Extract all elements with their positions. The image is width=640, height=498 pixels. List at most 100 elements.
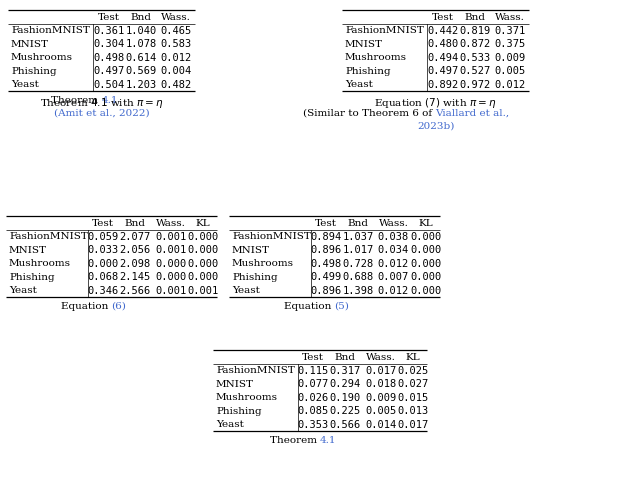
Text: (Amit et al., 2022): (Amit et al., 2022) — [54, 109, 149, 118]
Text: KL: KL — [406, 353, 420, 362]
Text: Phishing: Phishing — [232, 273, 278, 282]
Text: 0.038: 0.038 — [378, 232, 409, 242]
Text: MNIST: MNIST — [345, 40, 383, 49]
Text: 1.203: 1.203 — [125, 80, 157, 90]
Text: 0.896: 0.896 — [310, 246, 342, 255]
Text: Phishing: Phishing — [216, 407, 262, 416]
Text: 0.009: 0.009 — [494, 53, 525, 63]
Text: 0.000: 0.000 — [188, 246, 219, 255]
Text: 0.115: 0.115 — [298, 366, 328, 376]
Text: Test: Test — [302, 353, 324, 362]
Text: 0.000: 0.000 — [188, 259, 219, 269]
Text: 0.077: 0.077 — [298, 379, 328, 389]
Text: 0.819: 0.819 — [460, 26, 491, 36]
Text: 1.040: 1.040 — [125, 26, 157, 36]
Text: 0.001: 0.001 — [188, 286, 219, 296]
Text: 0.014: 0.014 — [365, 420, 396, 430]
Text: 2.056: 2.056 — [120, 246, 150, 255]
Text: 2.145: 2.145 — [120, 272, 150, 282]
Text: Yeast: Yeast — [232, 286, 260, 295]
Text: 0.018: 0.018 — [365, 379, 396, 389]
Text: 0.375: 0.375 — [494, 39, 525, 49]
Text: 0.000: 0.000 — [188, 272, 219, 282]
Text: 0.001: 0.001 — [155, 286, 186, 296]
Text: 0.000: 0.000 — [410, 286, 442, 296]
Text: Mushrooms: Mushrooms — [345, 53, 407, 62]
Text: Equation: Equation — [284, 302, 335, 311]
Text: 0.361: 0.361 — [93, 26, 125, 36]
Text: 0.872: 0.872 — [460, 39, 491, 49]
Text: Bnd: Bnd — [125, 219, 145, 228]
Text: (Similar to Theorem 6 of: (Similar to Theorem 6 of — [303, 109, 435, 118]
Text: FashionMNIST: FashionMNIST — [345, 26, 424, 35]
Text: 0.068: 0.068 — [88, 272, 118, 282]
Text: 0.000: 0.000 — [155, 272, 186, 282]
Text: 2.566: 2.566 — [120, 286, 150, 296]
Text: MNIST: MNIST — [11, 40, 49, 49]
Text: 1.037: 1.037 — [342, 232, 374, 242]
Text: 0.497: 0.497 — [428, 66, 459, 76]
Text: 1.398: 1.398 — [342, 286, 374, 296]
Text: Bnd: Bnd — [335, 353, 355, 362]
Text: 0.004: 0.004 — [161, 66, 191, 76]
Text: 0.304: 0.304 — [93, 39, 125, 49]
Text: 0.026: 0.026 — [298, 393, 328, 403]
Text: 2.077: 2.077 — [120, 232, 150, 242]
Text: 0.012: 0.012 — [161, 53, 191, 63]
Text: (6): (6) — [111, 302, 126, 311]
Text: 0.059: 0.059 — [88, 232, 118, 242]
Text: 0.972: 0.972 — [460, 80, 491, 90]
Text: Mushrooms: Mushrooms — [216, 393, 278, 402]
Text: 0.000: 0.000 — [88, 259, 118, 269]
Text: 0.012: 0.012 — [378, 286, 409, 296]
Text: FashionMNIST: FashionMNIST — [216, 367, 295, 375]
Text: 0.480: 0.480 — [428, 39, 459, 49]
Text: Equation: Equation — [61, 302, 111, 311]
Text: 0.017: 0.017 — [365, 366, 396, 376]
Text: Wass.: Wass. — [495, 13, 525, 22]
Text: 0.728: 0.728 — [342, 259, 374, 269]
Text: 2.098: 2.098 — [120, 259, 150, 269]
Text: Wass.: Wass. — [161, 13, 191, 22]
Text: FashionMNIST: FashionMNIST — [9, 233, 88, 242]
Text: 4.1: 4.1 — [320, 436, 337, 445]
Text: Equation $(7)$ with $\pi = \eta$: Equation $(7)$ with $\pi = \eta$ — [374, 96, 497, 110]
Text: Phishing: Phishing — [345, 67, 390, 76]
Text: 0.000: 0.000 — [410, 272, 442, 282]
Text: 0.033: 0.033 — [88, 246, 118, 255]
Text: 0.225: 0.225 — [330, 406, 360, 416]
Text: Phishing: Phishing — [9, 273, 54, 282]
Text: Yeast: Yeast — [11, 80, 39, 90]
Text: 0.442: 0.442 — [428, 26, 459, 36]
Text: Viallard et al.,: Viallard et al., — [435, 109, 509, 118]
Text: 0.017: 0.017 — [397, 420, 429, 430]
Text: 0.614: 0.614 — [125, 53, 157, 63]
Text: 0.085: 0.085 — [298, 406, 328, 416]
Text: FashionMNIST: FashionMNIST — [11, 26, 90, 35]
Text: Theorem $4.1$ with $\pi = \eta$: Theorem $4.1$ with $\pi = \eta$ — [40, 96, 163, 110]
Text: Bnd: Bnd — [465, 13, 486, 22]
Text: Test: Test — [432, 13, 454, 22]
Text: (5): (5) — [335, 302, 349, 311]
Text: 0.494: 0.494 — [428, 53, 459, 63]
Text: KL: KL — [419, 219, 433, 228]
Text: Theorem: Theorem — [269, 436, 320, 445]
Text: 0.000: 0.000 — [410, 259, 442, 269]
Text: Mushrooms: Mushrooms — [11, 53, 73, 62]
Text: Yeast: Yeast — [345, 80, 373, 90]
Text: Wass.: Wass. — [365, 353, 396, 362]
Text: 4.1: 4.1 — [102, 96, 118, 105]
Text: 0.498: 0.498 — [310, 259, 342, 269]
Text: Test: Test — [315, 219, 337, 228]
Text: 0.009: 0.009 — [365, 393, 396, 403]
Text: 2023b): 2023b) — [417, 122, 454, 131]
Text: 0.294: 0.294 — [330, 379, 360, 389]
Text: 0.533: 0.533 — [460, 53, 491, 63]
Text: 0.892: 0.892 — [428, 80, 459, 90]
Text: 0.894: 0.894 — [310, 232, 342, 242]
Text: 0.482: 0.482 — [161, 80, 191, 90]
Text: 0.027: 0.027 — [397, 379, 429, 389]
Text: 0.007: 0.007 — [378, 272, 409, 282]
Text: 0.015: 0.015 — [397, 393, 429, 403]
Text: Phishing: Phishing — [11, 67, 56, 76]
